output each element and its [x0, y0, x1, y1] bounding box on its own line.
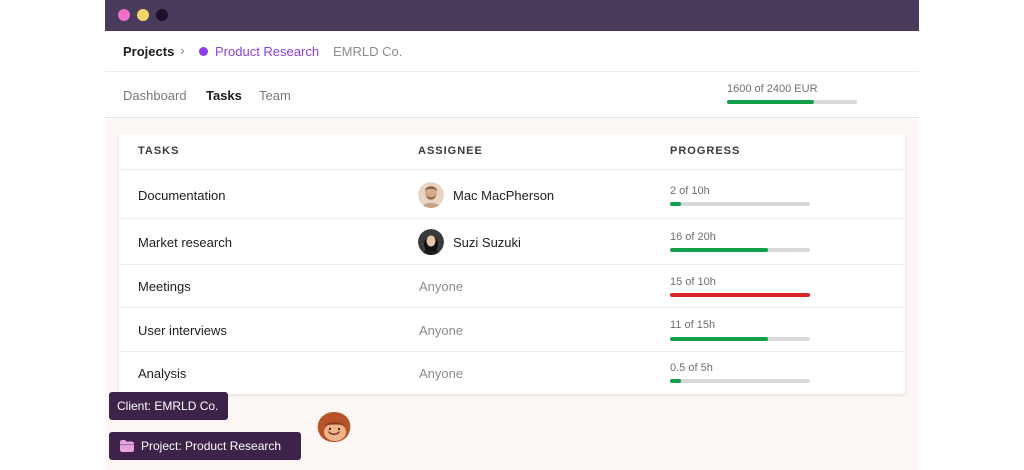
minimize-window-button[interactable]: [137, 9, 149, 21]
table-row[interactable]: Documentation Mac MacPherson 2 of 10h: [119, 169, 905, 218]
folder-icon: [120, 440, 134, 452]
project-chip-label: Project: Product Research: [141, 439, 282, 453]
tab-dashboard[interactable]: Dashboard: [123, 88, 187, 103]
table-row[interactable]: Analysis Anyone 0.5 of 5h: [119, 351, 905, 394]
progress-fill: [670, 202, 682, 206]
progress-fill: [670, 337, 768, 341]
progress-bar: [670, 248, 810, 252]
project-status-dot-icon: [199, 47, 208, 56]
progress-bar: [670, 293, 810, 297]
breadcrumb-projects-link[interactable]: Projects: [123, 44, 175, 59]
column-header-tasks: TASKS: [138, 145, 180, 157]
budget-progress-bar: [727, 100, 857, 104]
task-name: Market research: [138, 235, 232, 250]
progress-label: 0.5 of 5h: [670, 362, 713, 374]
assignee-name: Suzi Suzuki: [453, 235, 521, 250]
breadcrumb-project-link[interactable]: Product Research: [215, 44, 320, 59]
assignee-name: Mac MacPherson: [453, 188, 555, 203]
assignee-name: Anyone: [419, 366, 464, 381]
progress-label: 15 of 10h: [670, 276, 716, 288]
assignee-name: Anyone: [419, 279, 464, 294]
tab-bar: Dashboard Tasks Team 1600 of 2400 EUR: [105, 72, 919, 118]
budget-label: 1600 of 2400 EUR: [727, 83, 818, 95]
table-row[interactable]: Meetings Anyone 15 of 10h: [119, 264, 905, 307]
assignee-name: Anyone: [419, 323, 464, 338]
task-name: Meetings: [138, 279, 191, 294]
mascot-character-icon: [317, 412, 351, 442]
avatar: [418, 229, 444, 255]
app-window: Projects › Product Research EMRLD Co. Da…: [105, 0, 919, 470]
progress-fill: [670, 248, 768, 252]
title-bar: [105, 0, 919, 31]
column-header-assignee: ASSIGNEE: [418, 145, 483, 157]
table-row[interactable]: User interviews Anyone 11 of 15h: [119, 307, 905, 351]
breadcrumb-client: EMRLD Co.: [333, 44, 403, 59]
chevron-right-icon: ›: [180, 42, 185, 58]
close-window-button[interactable]: [118, 9, 130, 21]
breadcrumb: Projects › Product Research EMRLD Co.: [105, 31, 919, 72]
maximize-window-button[interactable]: [156, 9, 168, 21]
progress-label: 2 of 10h: [670, 185, 710, 197]
progress-bar: [670, 202, 810, 206]
column-header-progress: PROGRESS: [670, 145, 741, 157]
progress-label: 11 of 15h: [670, 319, 716, 331]
project-chip[interactable]: Project: Product Research: [109, 432, 301, 460]
progress-bar: [670, 337, 810, 341]
progress-label: 16 of 20h: [670, 231, 716, 243]
progress-fill: [670, 379, 682, 383]
task-name: User interviews: [138, 323, 227, 338]
budget-progress-fill: [727, 100, 814, 104]
tasks-table: TASKS ASSIGNEE PROGRESS Documentation Ma…: [119, 134, 905, 394]
tab-team[interactable]: Team: [259, 88, 291, 103]
progress-fill: [670, 293, 810, 297]
table-row[interactable]: Market research Suzi Suzuki 16 of 20h: [119, 218, 905, 264]
task-name: Documentation: [138, 188, 226, 203]
progress-bar: [670, 379, 810, 383]
task-name: Analysis: [138, 366, 187, 381]
tab-tasks[interactable]: Tasks: [206, 88, 242, 103]
client-chip[interactable]: Client: EMRLD Co.: [109, 392, 228, 420]
avatar: [418, 182, 444, 208]
